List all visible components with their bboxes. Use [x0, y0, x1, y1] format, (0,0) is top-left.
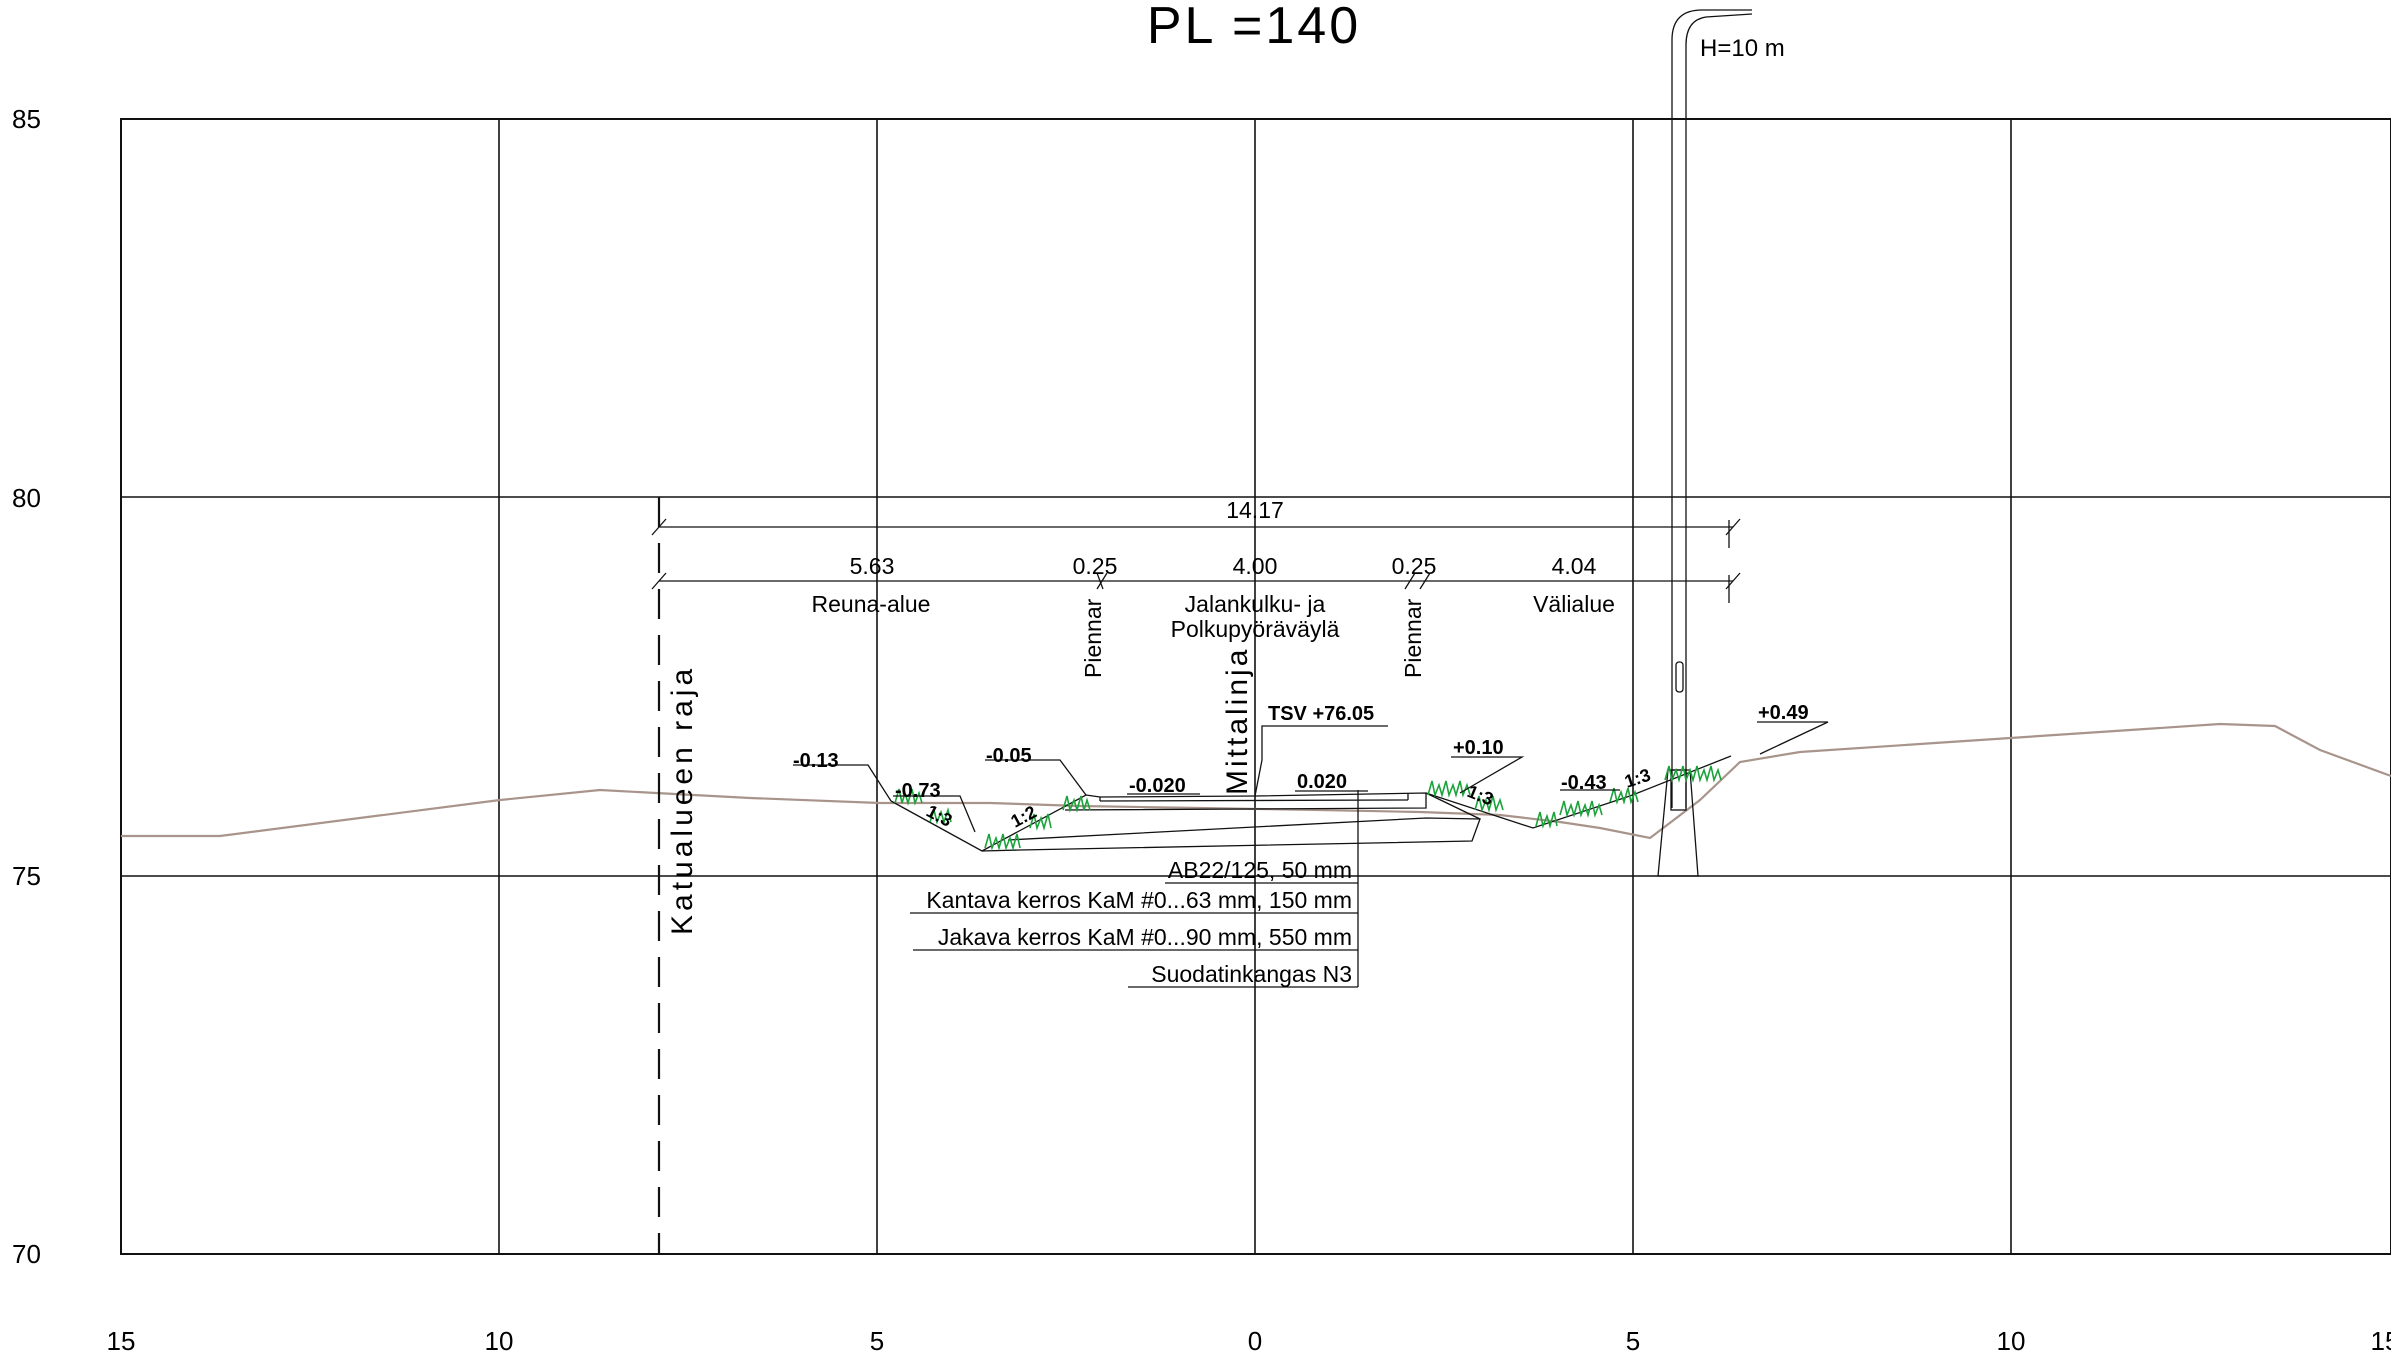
slope-label: 1:3 — [1465, 781, 1497, 809]
section-title: PL =140 — [1147, 0, 1361, 55]
dim-total: 14.17 — [1226, 497, 1284, 523]
elevation-label: +0.49 — [1758, 702, 1809, 724]
zone-path-line2: Polkupyöräväylä — [1171, 616, 1340, 642]
elevation-label: -0.020 — [1129, 775, 1186, 797]
elevation-label: +0.10 — [1453, 737, 1504, 759]
x-label: 5 — [1626, 1326, 1640, 1355]
layer-label: Kantava kerros KaM #0...63 mm, 150 mm — [926, 887, 1352, 913]
elevation-label: -0.13 — [793, 750, 839, 772]
layer-label: AB22/125, 50 mm — [1168, 857, 1352, 883]
lamp-pole — [1671, 9, 1753, 808]
dim-reuna: 5.63 — [850, 553, 895, 579]
elevation-label: -0.73 — [895, 780, 941, 802]
y-label-70: 70 — [12, 1239, 41, 1269]
layer-label: Jakava kerros KaM #0...90 mm, 550 mm — [938, 924, 1352, 950]
elevation-label: -0.43 — [1561, 772, 1607, 794]
zone-piennar-left: Piennar — [1080, 598, 1106, 678]
zone-valialue: Välialue — [1533, 591, 1615, 617]
street-boundary-label: Katualueen raja — [666, 665, 699, 935]
grid — [120, 118, 2391, 1255]
x-label: 0 — [1248, 1326, 1262, 1355]
dimension-lines — [651, 518, 1741, 603]
zone-reuna-alue: Reuna-alue — [812, 591, 931, 617]
y-axis: 85 80 75 70 — [12, 104, 41, 1269]
street-lamp — [1657, 9, 1753, 877]
centerline-label: Mittalinja — [1221, 647, 1254, 795]
elevation-leaders — [793, 721, 1829, 833]
x-label: 10 — [1997, 1326, 2026, 1355]
dim-piennar-left: 0.25 — [1073, 553, 1118, 579]
grass-hatching — [894, 765, 1722, 851]
layer-label: Suodatinkangas N3 — [1151, 961, 1352, 987]
elevation-label: 0.020 — [1297, 771, 1347, 793]
slope-label: 1:2 — [1007, 802, 1039, 832]
zone-piennar-right: Piennar — [1400, 598, 1426, 678]
existing-ground-line — [121, 722, 2391, 840]
zone-path-line1: Jalankulku- ja — [1185, 591, 1326, 617]
layer-callouts — [910, 790, 1359, 988]
pole-height-label: H=10 m — [1700, 35, 1785, 62]
dim-piennar-right: 0.25 — [1392, 553, 1437, 579]
slope-label: 1:3 — [1622, 765, 1653, 792]
y-label-80: 80 — [12, 483, 41, 513]
slope-label: 1:3 — [923, 801, 955, 831]
tsv-label: TSV +76.05 — [1268, 703, 1374, 725]
x-label: 5 — [870, 1326, 884, 1355]
dim-valialue: 4.04 — [1552, 553, 1597, 579]
lamp-foundation — [1657, 769, 1699, 877]
grid-frame — [120, 118, 2391, 1255]
x-label: 15 — [107, 1326, 136, 1355]
x-axis: 15 10 5 0 5 10 15 — [107, 1326, 2391, 1355]
x-label: 15 — [2371, 1326, 2391, 1355]
dim-path: 4.00 — [1233, 553, 1278, 579]
elevation-label: -0.05 — [986, 745, 1032, 767]
y-label-75: 75 — [12, 861, 41, 891]
x-label: 10 — [485, 1326, 514, 1355]
y-label-85: 85 — [12, 104, 41, 134]
